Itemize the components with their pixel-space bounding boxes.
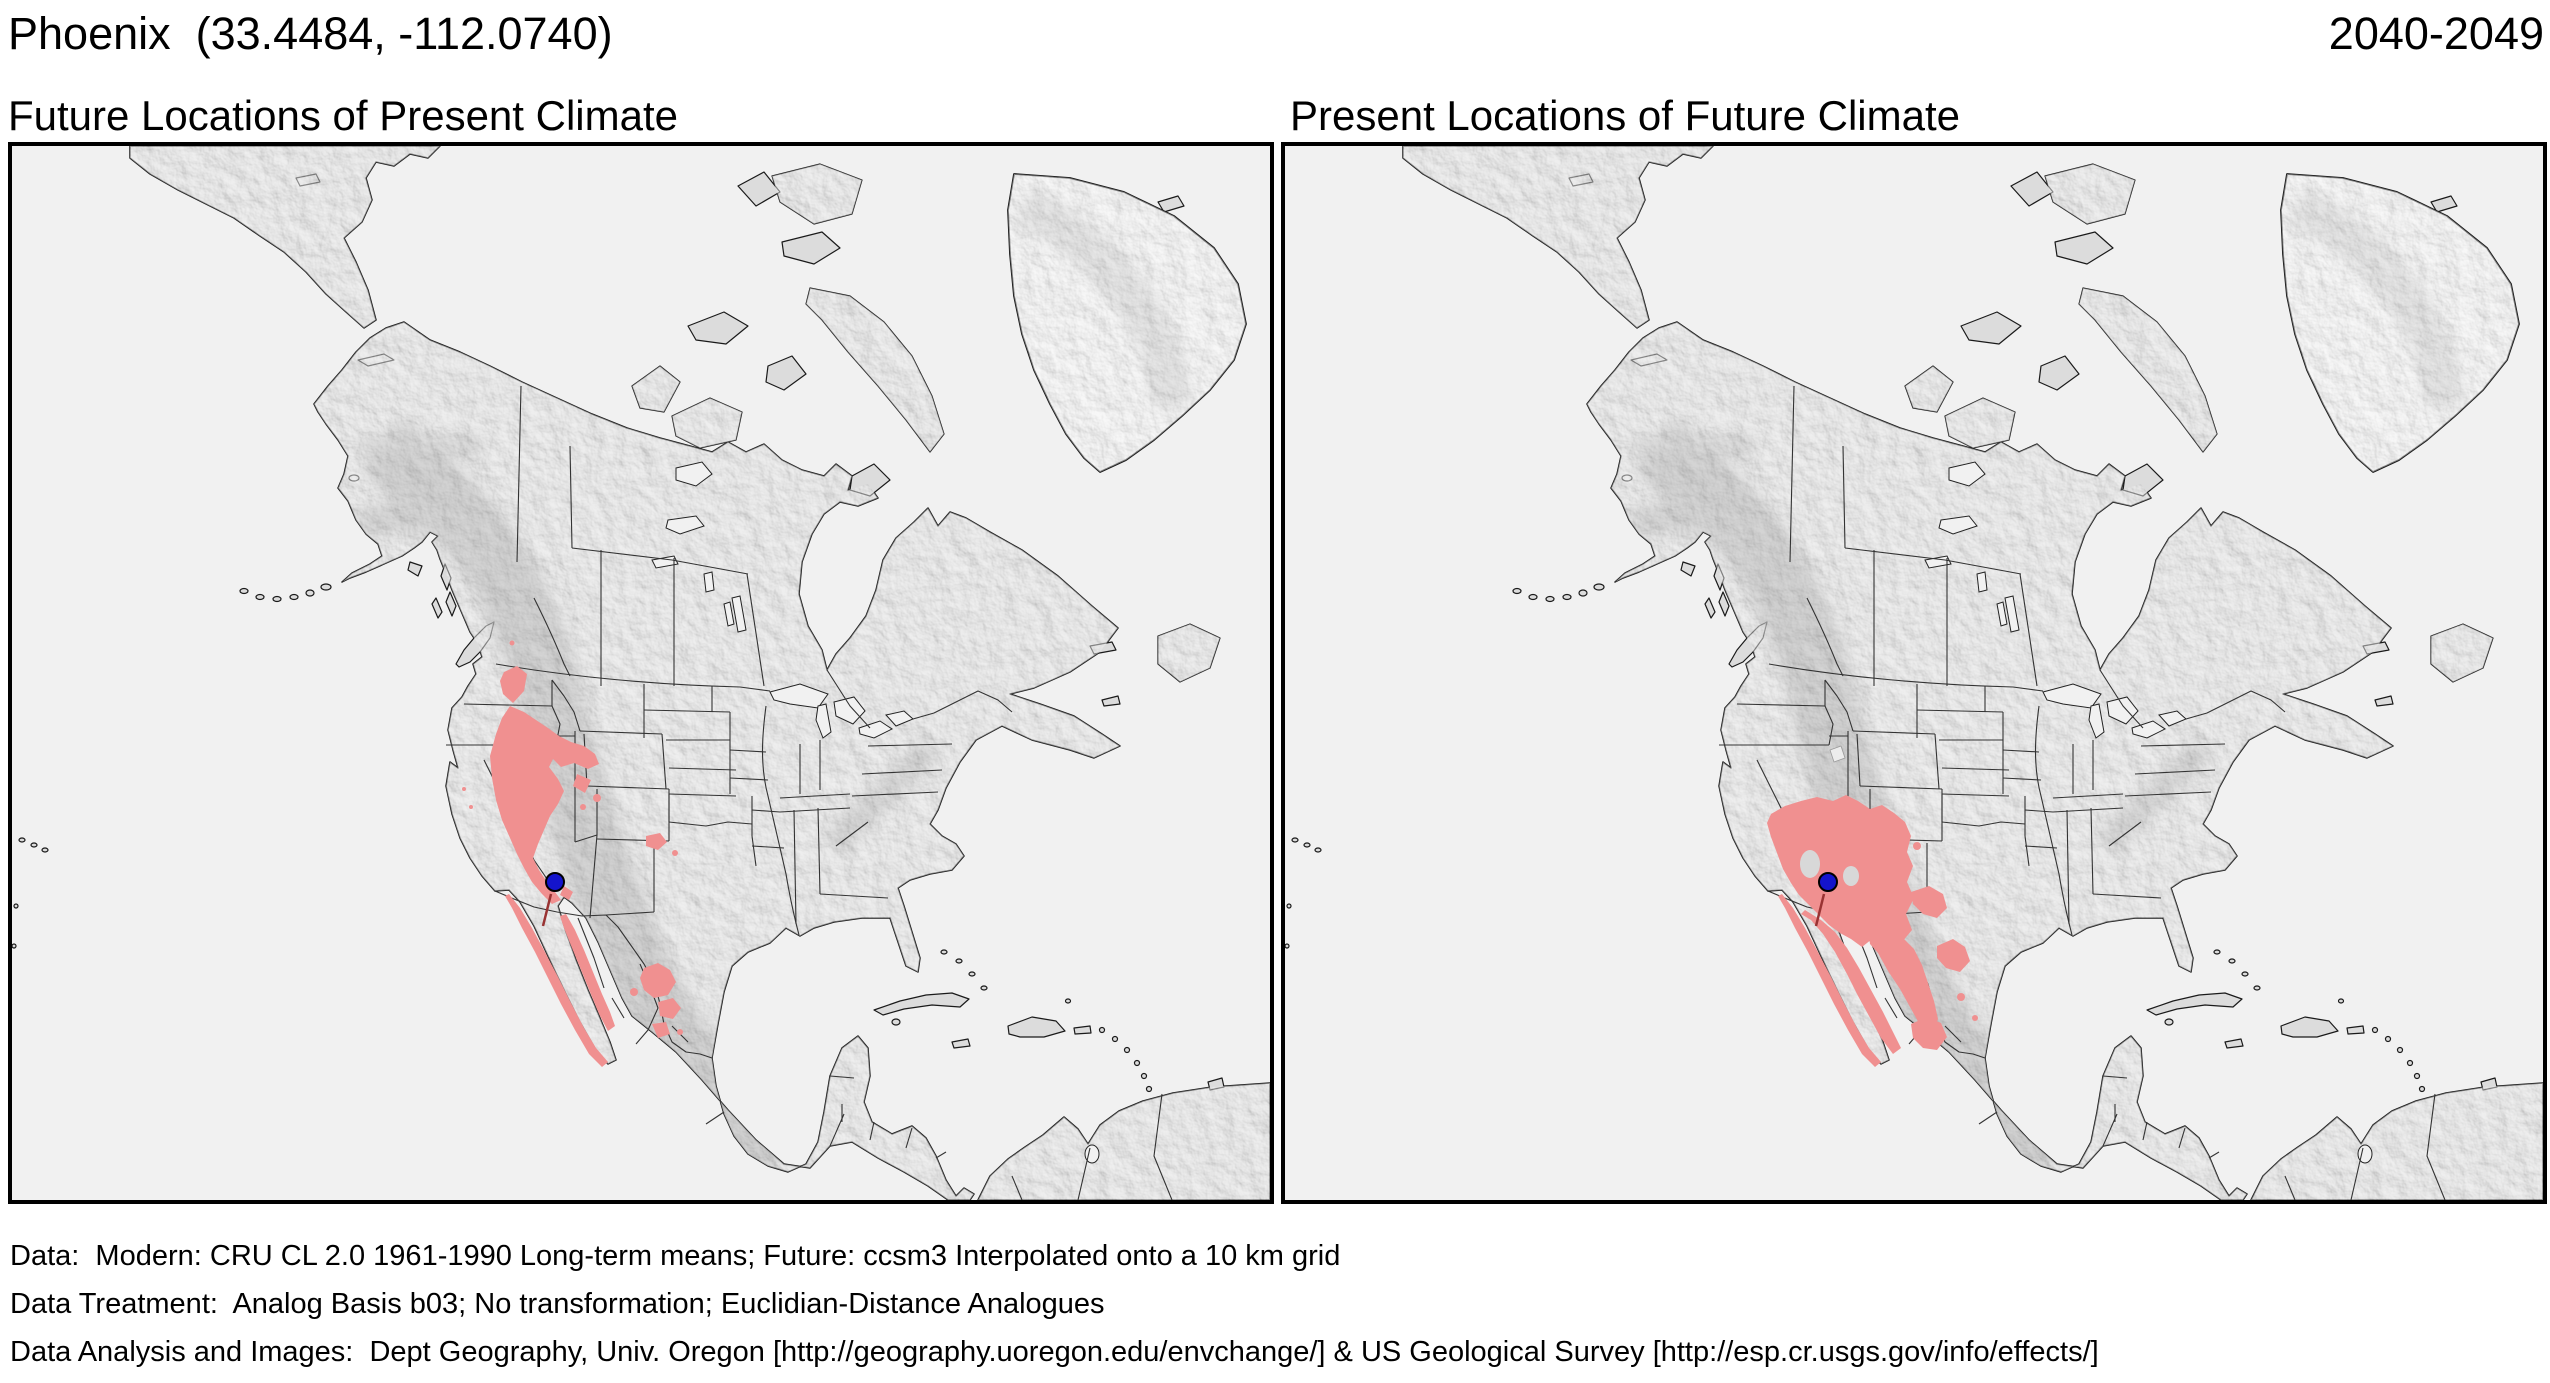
credit-analysis-images: Data Analysis and Images: Dept Geography… <box>10 1336 2099 1368</box>
map-panel-present-locations <box>1281 142 2547 1204</box>
panel-right-subtitle: Present Locations of Future Climate <box>1290 92 1960 139</box>
page-title: Phoenix (33.4484, -112.0740) <box>8 8 613 59</box>
period-label: 2040-2049 <box>2328 8 2544 59</box>
map-panel-future-locations <box>8 142 1274 1204</box>
north-america-basemap <box>12 146 1270 1200</box>
credits-block: Data: Modern: CRU CL 2.0 1961-1990 Long-… <box>10 1232 2099 1376</box>
credit-data-treatment: Data Treatment: Analog Basis b03; No tra… <box>10 1288 1105 1320</box>
credit-data-sources: Data: Modern: CRU CL 2.0 1961-1990 Long-… <box>10 1240 1341 1272</box>
map-left-svg <box>12 146 1270 1200</box>
phoenix-location-dot <box>1818 872 1838 892</box>
panel-left-subtitle: Future Locations of Present Climate <box>8 92 678 139</box>
north-america-basemap <box>1285 146 2543 1200</box>
phoenix-location-dot <box>545 872 565 892</box>
map-right-svg <box>1285 146 2543 1200</box>
